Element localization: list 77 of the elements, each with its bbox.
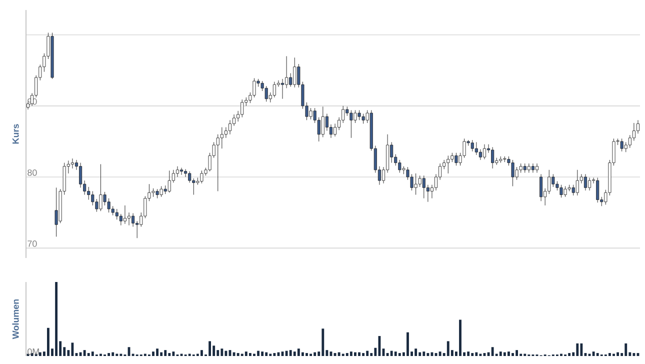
bar [386, 353, 389, 356]
bar [580, 343, 583, 356]
bar [164, 350, 167, 356]
bar [459, 320, 462, 356]
bar [306, 353, 308, 356]
bar [257, 350, 260, 356]
bar [112, 352, 114, 356]
bar [390, 350, 393, 356]
bar [156, 348, 158, 356]
bar [624, 343, 628, 356]
bar [354, 352, 356, 356]
bar [322, 328, 324, 356]
bar [220, 348, 224, 356]
bar [108, 353, 110, 356]
bar [491, 347, 494, 356]
bar [285, 350, 288, 356]
bar [152, 352, 154, 356]
y-tick-label: 70 [28, 240, 37, 247]
bar [346, 353, 348, 356]
bar [438, 352, 442, 356]
bar [38, 352, 42, 356]
y-axis-title: Kurs [12, 124, 19, 144]
bar [426, 353, 430, 356]
y-tick-label: 80 [28, 169, 37, 176]
bar [297, 348, 300, 356]
y-axis-title: Wolumen [12, 299, 19, 340]
bar [446, 341, 450, 356]
bar [168, 353, 171, 356]
bar [366, 350, 369, 356]
bar [200, 350, 203, 356]
bar [338, 352, 340, 356]
bar [503, 352, 506, 356]
bar [418, 352, 422, 356]
bar [406, 332, 409, 356]
bar [358, 352, 360, 356]
bar [293, 352, 296, 356]
bar [616, 352, 620, 356]
bar [160, 352, 163, 356]
bar [394, 352, 397, 356]
bar [632, 353, 636, 356]
bar [592, 352, 595, 356]
bar [55, 282, 58, 356]
bar [471, 353, 474, 356]
bar [91, 352, 94, 356]
bar [576, 343, 579, 356]
bar [516, 350, 518, 356]
bar [273, 353, 276, 356]
bar [512, 353, 514, 356]
bar [83, 350, 86, 356]
bar [87, 353, 90, 356]
bar [467, 352, 470, 356]
bar [508, 352, 510, 356]
bar [224, 350, 228, 356]
bar [261, 352, 264, 356]
bar [362, 353, 365, 356]
bar [568, 353, 571, 356]
bar [71, 342, 74, 356]
bar [236, 353, 240, 356]
bar [172, 352, 175, 356]
bar [265, 352, 268, 356]
bar [208, 341, 212, 356]
bar [422, 352, 426, 356]
bar [475, 352, 478, 356]
bar [289, 350, 292, 356]
bar [398, 353, 401, 356]
bar [314, 352, 316, 356]
bar [350, 352, 352, 356]
bar [378, 336, 381, 356]
bar [608, 353, 611, 356]
bar [301, 352, 304, 356]
bar [248, 353, 252, 356]
bar [499, 352, 502, 356]
bar [47, 328, 50, 356]
annotation: 0M [28, 348, 39, 355]
bar [596, 353, 599, 356]
bar [414, 348, 418, 356]
bar [244, 352, 248, 356]
